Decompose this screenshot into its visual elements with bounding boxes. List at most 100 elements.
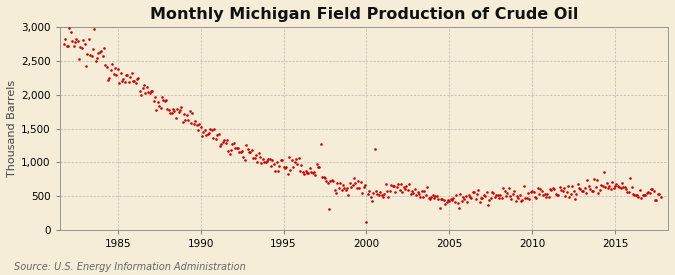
Point — [614, 185, 624, 189]
Point — [356, 180, 367, 184]
Point — [450, 200, 460, 204]
Point — [335, 181, 346, 185]
Point — [101, 65, 112, 69]
Point — [253, 151, 264, 155]
Point — [412, 190, 423, 194]
Point — [84, 37, 95, 41]
Point — [298, 170, 308, 174]
Point — [558, 185, 569, 190]
Point — [612, 184, 623, 188]
Point — [59, 42, 70, 46]
Point — [597, 184, 608, 188]
Point — [610, 184, 620, 188]
Point — [173, 110, 184, 114]
Point — [308, 170, 319, 174]
Point — [104, 76, 115, 80]
Point — [576, 189, 587, 193]
Point — [205, 126, 216, 131]
Point — [329, 188, 340, 192]
Point — [150, 95, 161, 100]
Point — [463, 193, 474, 198]
Point — [451, 193, 462, 197]
Point — [157, 95, 167, 99]
Point — [318, 175, 329, 180]
Point — [223, 148, 234, 153]
Point — [459, 197, 470, 202]
Point — [89, 26, 100, 31]
Point — [103, 78, 113, 82]
Point — [462, 200, 472, 204]
Point — [107, 61, 117, 66]
Point — [422, 185, 433, 189]
Point — [472, 192, 483, 196]
Point — [74, 56, 84, 61]
Point — [204, 131, 215, 135]
Point — [182, 113, 192, 117]
Point — [151, 108, 162, 112]
Point — [574, 186, 585, 190]
Point — [508, 192, 518, 197]
Point — [310, 173, 321, 177]
Point — [404, 182, 414, 186]
Point — [256, 160, 267, 165]
Point — [132, 77, 142, 81]
Point — [288, 165, 298, 170]
Point — [509, 189, 520, 193]
Point — [108, 72, 119, 76]
Point — [373, 192, 384, 197]
Point — [630, 193, 641, 197]
Point — [601, 180, 612, 185]
Point — [514, 193, 525, 197]
Point — [265, 157, 275, 161]
Point — [415, 195, 426, 199]
Point — [65, 30, 76, 34]
Point — [170, 116, 181, 120]
Point — [377, 195, 388, 200]
Point — [142, 90, 153, 94]
Point — [506, 197, 517, 201]
Point — [364, 189, 375, 193]
Point — [529, 195, 540, 199]
Point — [626, 185, 637, 189]
Point — [147, 89, 158, 93]
Point — [477, 196, 488, 200]
Point — [82, 52, 92, 56]
Point — [416, 189, 427, 193]
Point — [572, 182, 583, 186]
Point — [171, 107, 182, 111]
Point — [406, 188, 417, 193]
Point — [332, 181, 343, 185]
Point — [266, 163, 277, 168]
Point — [473, 188, 484, 193]
Point — [175, 108, 186, 112]
Point — [431, 194, 442, 199]
Point — [354, 186, 365, 190]
Point — [528, 190, 539, 194]
Point — [579, 186, 590, 191]
Point — [466, 196, 477, 200]
Point — [607, 180, 618, 184]
Point — [599, 169, 610, 174]
Point — [303, 170, 314, 175]
Point — [615, 186, 626, 191]
Point — [383, 194, 394, 199]
Point — [146, 89, 157, 93]
Point — [290, 157, 301, 161]
Point — [306, 170, 317, 174]
Point — [604, 184, 615, 188]
Point — [344, 181, 355, 185]
Point — [392, 185, 402, 189]
Point — [368, 191, 379, 195]
Point — [446, 197, 456, 201]
Point — [140, 91, 151, 96]
Point — [100, 62, 111, 67]
Point — [180, 118, 191, 122]
Point — [196, 133, 207, 138]
Point — [643, 190, 653, 195]
Point — [487, 190, 497, 195]
Point — [525, 190, 536, 195]
Point — [401, 184, 412, 189]
Point — [531, 195, 541, 200]
Point — [134, 89, 145, 93]
Point — [159, 98, 170, 103]
